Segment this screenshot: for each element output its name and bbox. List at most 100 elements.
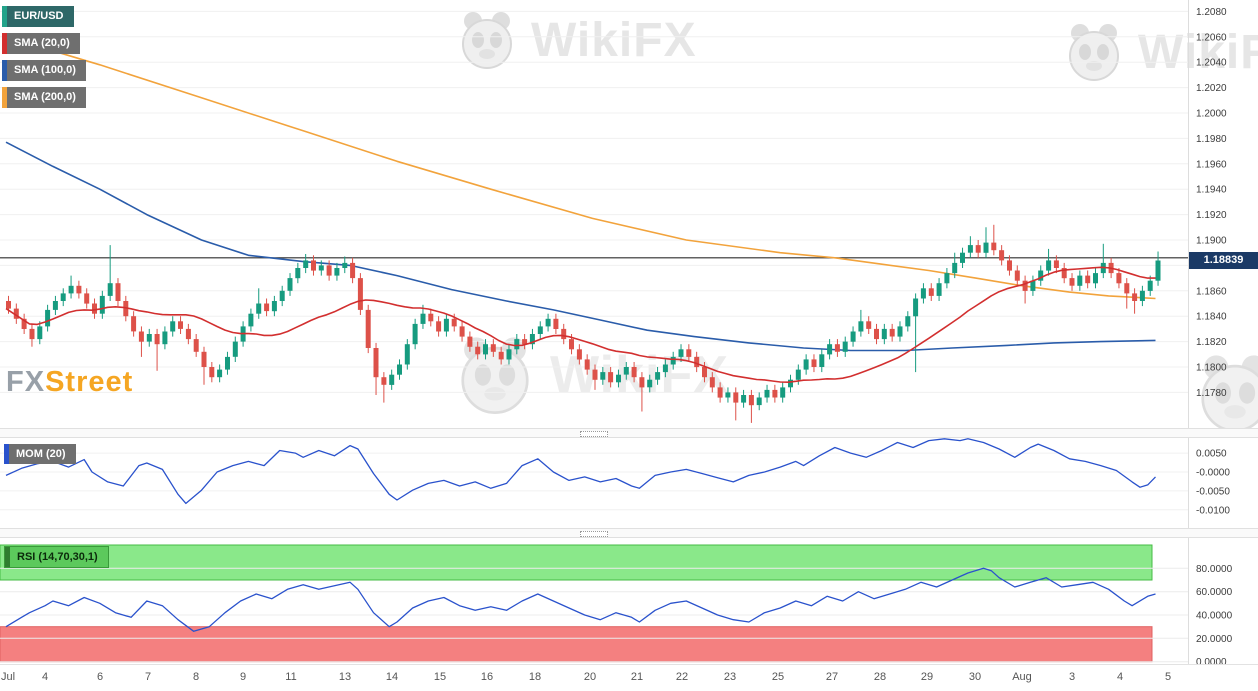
candle[interactable] [889,323,895,342]
sma200-line[interactable] [5,36,1156,300]
main-chart-svg[interactable]: 1.2080 1.2060 1.2040 1.2020 1.2000 1.1980 1.19… [0,0,1258,428]
candle[interactable] [490,339,496,357]
candle[interactable] [1022,275,1028,304]
candle[interactable] [788,374,793,393]
candle[interactable] [858,309,864,337]
candle[interactable] [232,336,238,362]
candle[interactable] [178,316,183,334]
candle[interactable] [162,326,168,350]
candle[interactable] [342,256,348,274]
candle[interactable] [944,268,950,289]
splitter-handle[interactable] [580,531,608,537]
candle[interactable] [1046,248,1052,276]
candle[interactable] [107,245,113,301]
candle[interactable] [311,255,316,276]
candle[interactable] [185,323,191,345]
candle[interactable] [99,290,105,319]
candle[interactable] [866,316,872,334]
candle[interactable] [68,275,74,299]
candle[interactable] [608,367,614,388]
candle[interactable] [553,313,559,334]
candle[interactable] [271,295,277,317]
candle[interactable] [397,359,402,380]
splitter-handle[interactable] [580,431,608,437]
candle[interactable] [303,254,309,274]
candle[interactable] [318,260,324,276]
candle[interactable] [928,283,934,301]
candle[interactable] [467,331,473,352]
candle[interactable] [29,323,35,347]
candle[interactable] [874,323,879,345]
candle[interactable] [131,311,137,337]
candle[interactable] [717,382,723,403]
candle[interactable] [201,346,207,385]
candle[interactable] [983,227,989,258]
candle[interactable] [647,374,653,393]
sma20-legend[interactable]: SMA (20,0) [2,33,80,54]
candle[interactable] [803,354,809,375]
candle[interactable] [920,283,926,304]
candle[interactable] [459,321,465,342]
candle[interactable] [154,328,160,371]
candle[interactable] [436,316,442,337]
candle[interactable] [975,240,981,258]
candle[interactable] [623,362,629,380]
candle[interactable] [1077,270,1083,291]
candle[interactable] [1038,265,1044,286]
panel-splitter-1[interactable] [0,428,1258,438]
candle[interactable] [217,364,223,383]
candle[interactable] [545,313,551,332]
candle[interactable] [709,372,715,393]
candle[interactable] [670,351,676,370]
mom-legend[interactable]: MOM (20) [4,444,76,464]
candle[interactable] [279,285,285,307]
candle[interactable] [631,362,637,383]
mom-line[interactable] [5,438,1156,505]
candle[interactable] [1093,268,1098,289]
panel-splitter-2[interactable] [0,528,1258,538]
candle[interactable] [412,318,418,350]
candle[interactable] [326,260,332,281]
candle[interactable] [616,369,621,388]
candle[interactable] [686,344,692,362]
candle[interactable] [84,288,90,309]
candle[interactable] [45,304,51,332]
candle[interactable] [913,293,919,373]
candle[interactable] [1053,255,1059,274]
candle[interactable] [1147,275,1153,296]
candle[interactable] [21,313,27,334]
candle[interactable] [1155,251,1161,286]
candle[interactable] [561,323,567,345]
candle[interactable] [365,304,371,354]
candle[interactable] [381,372,387,403]
candle[interactable] [248,308,254,332]
candle[interactable] [952,252,958,279]
candle[interactable] [1132,288,1138,314]
candle[interactable] [115,278,121,307]
candle[interactable] [827,339,833,360]
rsi-legend[interactable]: RSI (14,70,30,1) [4,546,109,568]
candle[interactable] [639,372,645,412]
candle[interactable] [600,367,606,385]
candle[interactable] [584,354,590,375]
candle[interactable] [733,387,739,421]
candle[interactable] [264,298,270,317]
rsi-line[interactable] [5,567,1156,632]
sma20-line[interactable] [5,266,1156,383]
candle[interactable] [1061,262,1067,284]
candle[interactable] [1116,268,1122,289]
candle[interactable] [256,288,262,319]
candle[interactable] [193,334,199,357]
candle[interactable] [576,344,582,365]
candle[interactable] [389,369,395,390]
candle[interactable] [404,339,410,370]
candle[interactable] [350,257,356,284]
rsi-chart-svg[interactable]: 80.0000 60.0000 40.0000 20.0000 0.0000 [0,538,1258,664]
candle[interactable] [334,262,340,281]
candle[interactable] [764,384,770,403]
candle[interactable] [76,280,82,299]
sma100-legend[interactable]: SMA (100,0) [2,60,86,81]
candle[interactable] [13,303,19,324]
candle[interactable] [146,328,152,347]
candle[interactable] [138,326,144,357]
